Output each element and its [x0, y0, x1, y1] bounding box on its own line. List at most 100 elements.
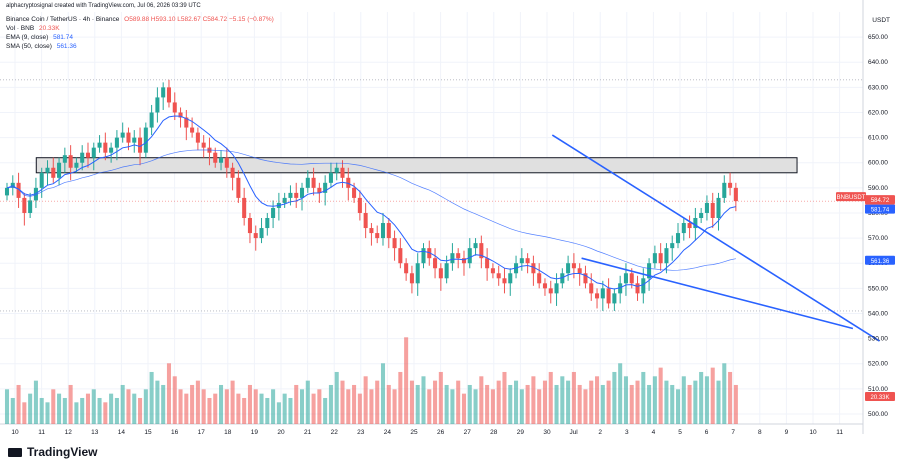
candle-body	[219, 157, 224, 163]
ohlc-values: O589.88 H593.10 L582.67 C584.72 −5.15 (−…	[124, 16, 274, 23]
candle-body	[22, 197, 27, 213]
volume-bar	[496, 380, 501, 424]
volume-bar	[259, 393, 264, 424]
candle-body	[149, 112, 154, 128]
time-tick-label: 17	[198, 429, 206, 436]
volume-bar	[456, 380, 461, 424]
volume-bar	[612, 371, 617, 424]
candle-body	[398, 248, 403, 264]
candle-body	[675, 233, 681, 244]
volume-bar	[132, 393, 137, 424]
volume-bar	[271, 389, 276, 424]
candle-body	[525, 258, 530, 264]
volume-bar	[91, 389, 96, 424]
candle-body	[39, 172, 44, 188]
volume-bar	[629, 384, 634, 424]
volume-bar	[722, 363, 727, 424]
time-tick-label: 20	[277, 429, 285, 436]
time-tick-label: 29	[517, 429, 525, 436]
candle-body	[595, 293, 600, 299]
volume-bar	[618, 363, 623, 424]
candle-body	[4, 187, 10, 196]
volume-bar	[230, 380, 235, 424]
volume-bar	[542, 380, 547, 424]
volume-bar	[213, 393, 218, 424]
volume-bar	[97, 397, 102, 424]
volume-bar	[39, 397, 44, 424]
volume-bar	[138, 397, 143, 424]
volume-bar	[548, 371, 553, 424]
candle-body	[647, 263, 652, 279]
candle-body	[236, 177, 241, 198]
candle-body	[438, 268, 443, 279]
price-tick-label: 530.00	[868, 336, 888, 343]
candle-body	[444, 263, 449, 279]
candle-body	[253, 233, 258, 239]
time-tick-label: 14	[118, 429, 126, 436]
volume-bar	[467, 384, 472, 424]
volume-bar	[334, 371, 339, 424]
time-tick-label: 28	[490, 429, 498, 436]
volume-bar	[172, 376, 177, 424]
tradingview-logo-icon	[8, 447, 22, 457]
ema-badge-bg	[865, 204, 895, 214]
volume-bar	[155, 380, 160, 424]
volume-bar	[704, 376, 709, 424]
volume-bar	[328, 384, 333, 424]
volume-bar	[207, 397, 212, 424]
volume-legend[interactable]: Vol · BNB 20.33K	[6, 25, 60, 33]
candle-body	[74, 162, 79, 168]
volume-bar	[716, 380, 721, 424]
candle-body	[537, 273, 542, 284]
volume-bar	[45, 402, 50, 424]
symbol-badge: BNBUSDT	[837, 195, 866, 201]
symbol-legend[interactable]: Binance Coin / TetherUS · 4h · Binance O…	[6, 16, 274, 24]
candle-body	[623, 273, 628, 284]
trendline-upper	[551, 134, 880, 342]
volume-bar	[363, 376, 368, 424]
volume-bar	[103, 402, 108, 424]
time-tick-label: 23	[357, 429, 365, 436]
price-tick-label: 520.00	[868, 361, 888, 368]
candle-body	[658, 253, 663, 264]
price-tick-label: 570.00	[868, 235, 888, 242]
price-tick-label: 610.00	[868, 135, 888, 142]
ema-legend[interactable]: EMA (9, close) 581.74	[6, 34, 73, 42]
time-tick-label: 4	[652, 429, 656, 436]
volume-bar	[450, 389, 455, 424]
volume-bar	[184, 393, 189, 424]
candle-body	[664, 248, 669, 264]
volume-bar	[253, 389, 258, 424]
time-tick-label: 24	[384, 429, 392, 436]
time-tick-label: 10	[11, 429, 19, 436]
candle-body	[433, 258, 438, 269]
ema-badge: 581.74	[871, 208, 890, 214]
candle-body	[404, 263, 409, 274]
time-tick-label: 16	[171, 429, 179, 436]
volume-bar	[641, 371, 646, 424]
symbol-badge-bg	[836, 192, 866, 202]
candle-body	[91, 147, 96, 158]
candle-body	[456, 253, 461, 259]
time-tick-label: 2	[598, 429, 602, 436]
candle-body	[178, 112, 183, 118]
price-tick-label: 650.00	[868, 34, 888, 41]
candle-body	[195, 132, 200, 143]
candle-body	[728, 182, 733, 188]
candle-body	[392, 238, 397, 249]
volume-bar	[299, 389, 305, 424]
candle-body	[722, 182, 727, 198]
time-tick-label: 11	[836, 429, 843, 436]
time-tick-label: 5	[678, 429, 682, 436]
sma-legend[interactable]: SMA (50, close) 561.36	[6, 43, 77, 51]
candle-body	[571, 263, 576, 269]
volume-bar	[161, 384, 166, 424]
volume-bar	[404, 337, 409, 424]
candle-body	[230, 167, 235, 178]
candle-body	[120, 132, 125, 138]
currency-label[interactable]: USDT	[872, 17, 890, 24]
candle-body	[409, 273, 414, 284]
time-tick-label: 13	[91, 429, 99, 436]
tradingview-logo[interactable]: TradingView	[8, 445, 97, 459]
volume-bar	[583, 389, 588, 424]
